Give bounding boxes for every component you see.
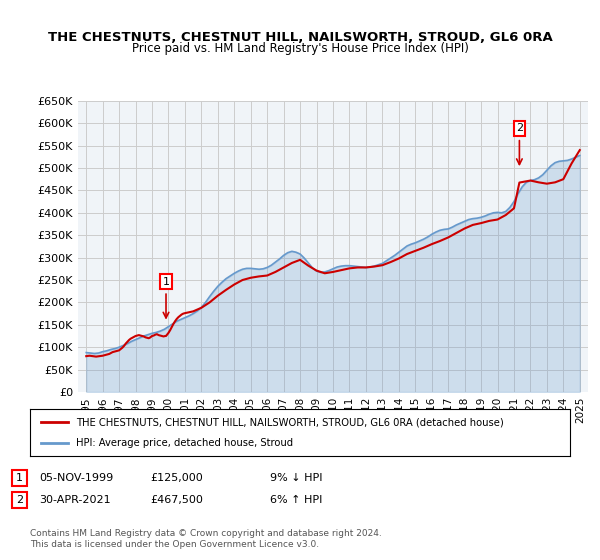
Text: 1: 1 [16, 473, 23, 483]
Text: 30-APR-2021: 30-APR-2021 [39, 495, 110, 505]
Text: Price paid vs. HM Land Registry's House Price Index (HPI): Price paid vs. HM Land Registry's House … [131, 42, 469, 55]
Text: 05-NOV-1999: 05-NOV-1999 [39, 473, 113, 483]
Text: 9% ↓ HPI: 9% ↓ HPI [270, 473, 323, 483]
Text: £467,500: £467,500 [150, 495, 203, 505]
Text: Contains HM Land Registry data © Crown copyright and database right 2024.
This d: Contains HM Land Registry data © Crown c… [30, 529, 382, 549]
Text: 1: 1 [163, 277, 170, 287]
Text: 2: 2 [16, 495, 23, 505]
Text: HPI: Average price, detached house, Stroud: HPI: Average price, detached house, Stro… [76, 438, 293, 448]
Text: £125,000: £125,000 [150, 473, 203, 483]
Text: 2: 2 [516, 123, 523, 133]
Text: 6% ↑ HPI: 6% ↑ HPI [270, 495, 322, 505]
Text: THE CHESTNUTS, CHESTNUT HILL, NAILSWORTH, STROUD, GL6 0RA: THE CHESTNUTS, CHESTNUT HILL, NAILSWORTH… [47, 31, 553, 44]
Text: THE CHESTNUTS, CHESTNUT HILL, NAILSWORTH, STROUD, GL6 0RA (detached house): THE CHESTNUTS, CHESTNUT HILL, NAILSWORTH… [76, 417, 503, 427]
